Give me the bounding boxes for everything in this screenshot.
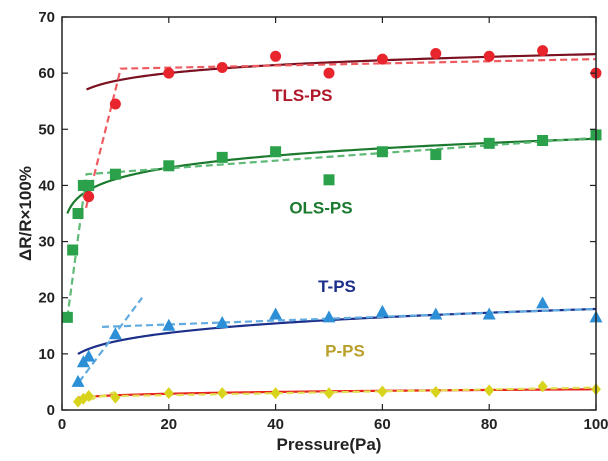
fit-curve-tls-ps [86, 53, 597, 91]
data-point-t-ps [162, 318, 176, 331]
data-point-ols-ps [323, 174, 335, 186]
data-point-ols-ps [270, 146, 282, 158]
data-point-ols-ps [537, 135, 549, 147]
data-point-p-ps [324, 387, 334, 400]
series-label-ols-ps: OLS-PS [289, 199, 352, 218]
data-point-ols-ps [83, 179, 95, 191]
data-point-tls-ps [270, 50, 282, 62]
data-point-p-ps [377, 385, 388, 398]
y-tick-label: 40 [38, 177, 55, 194]
data-point-p-ps [537, 380, 548, 393]
data-point-p-ps [217, 387, 228, 400]
data-point-t-ps [269, 307, 283, 320]
series-label-t-ps: T-PS [318, 277, 356, 296]
series-label-p-ps: P-PS [325, 342, 365, 361]
x-tick-label: 20 [160, 416, 177, 433]
data-point-tls-ps [323, 67, 335, 79]
data-point-ols-ps [163, 160, 175, 172]
data-point-tls-ps [83, 191, 95, 203]
x-axis-title: Pressure(Pa) [277, 435, 382, 454]
data-point-p-ps [430, 386, 441, 399]
y-tick-label: 20 [38, 290, 55, 307]
data-point-p-ps [163, 387, 174, 400]
data-point-p-ps [270, 387, 281, 400]
data-point-tls-ps [109, 98, 121, 110]
x-tick-label: 40 [267, 416, 284, 433]
data-point-ols-ps [67, 244, 79, 256]
data-point-ols-ps [61, 311, 73, 323]
y-tick-label: 50 [38, 121, 55, 138]
y-tick-label: 70 [38, 9, 55, 26]
data-point-p-ps [484, 384, 495, 397]
data-point-ols-ps [376, 146, 388, 158]
axes: 0 20 40 60 80 100 0 10 20 30 40 50 60 70 [38, 9, 608, 433]
data-point-tls-ps [163, 67, 175, 79]
dashed-line-t-ps-2 [102, 307, 597, 329]
data-point-tls-ps [430, 47, 442, 59]
x-tick-label: 100 [583, 416, 608, 433]
data-point-t-ps [82, 349, 96, 362]
dashed-line-p-ps-2 [88, 386, 597, 398]
series-label-tls-ps: TLS-PS [272, 86, 332, 105]
data-point-ols-ps [72, 208, 84, 219]
data-point-t-ps [108, 327, 122, 340]
data-point-p-ps [83, 389, 94, 402]
data-point-p-ps [110, 391, 121, 404]
fit-curve-p-ps [77, 388, 597, 399]
plot-frame [61, 16, 597, 411]
y-tick-label: 60 [38, 65, 55, 82]
dashed-line-tls-ps [84, 58, 597, 209]
data-point-t-ps [215, 315, 229, 328]
fit-curve-ols-ps [66, 137, 597, 214]
series-labels: TLS-PS OLS-PS T-PS P-PS [272, 86, 365, 360]
data-point-t-ps [71, 374, 85, 387]
x-tick-label: 80 [481, 416, 498, 433]
data-point-ols-ps [216, 151, 228, 163]
data-point-ols-ps [483, 137, 495, 149]
data-point-tls-ps [216, 62, 228, 74]
y-tick-label: 10 [38, 346, 55, 363]
data-point-tls-ps [376, 53, 388, 65]
y-tick-label: 30 [38, 234, 55, 251]
data-point-tls-ps [537, 45, 549, 57]
data-point-t-ps [322, 310, 336, 323]
data-point-t-ps [482, 307, 496, 320]
data-point-t-ps [429, 307, 443, 320]
data-point-t-ps [375, 304, 389, 317]
y-axis-title: ΔR/R×100% [16, 166, 35, 261]
data-point-ols-ps [430, 149, 442, 161]
y-tick-label: 0 [47, 402, 55, 419]
dashed-line-ols-ps [66, 136, 597, 318]
data-point-t-ps [536, 296, 550, 309]
x-tick-label: 0 [58, 416, 66, 433]
dashed-line-t-ps [78, 297, 143, 383]
data-point-ols-ps [109, 168, 121, 180]
data-point-tls-ps [483, 50, 495, 62]
data-markers [61, 45, 603, 408]
x-tick-label: 60 [374, 416, 391, 433]
